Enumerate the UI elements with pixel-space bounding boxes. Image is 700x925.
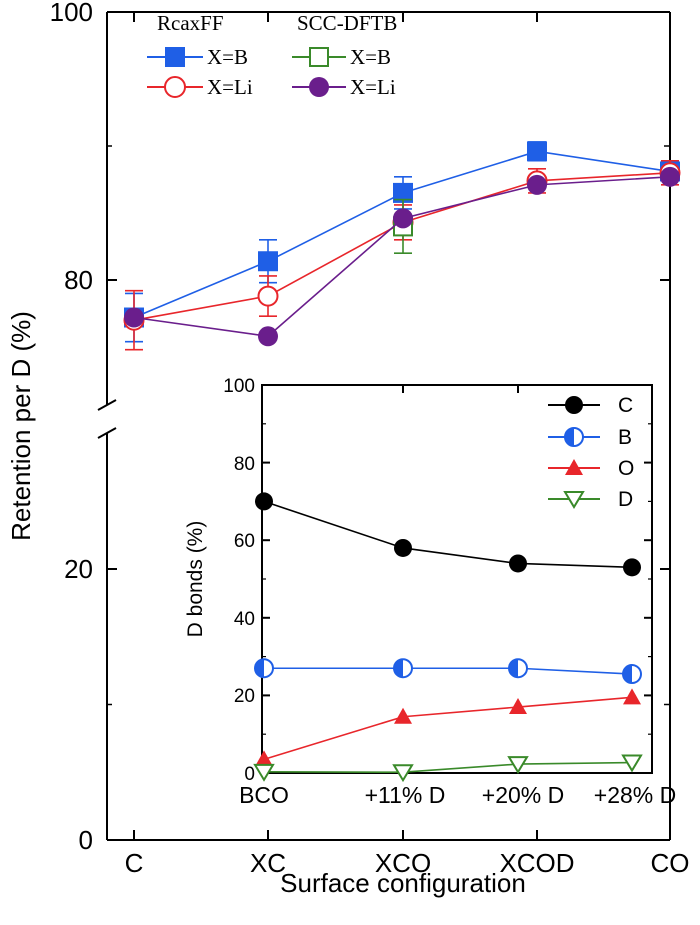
legend-marker-filled-circle bbox=[309, 77, 329, 97]
legend-group-scc-dftb: SCC-DFTB bbox=[297, 11, 397, 35]
inset-marker-b-fill bbox=[255, 659, 264, 678]
inset-legend-label-b: B bbox=[618, 426, 632, 449]
legend-entry-scc-x-b: X=B bbox=[292, 45, 391, 69]
inset-marker-d bbox=[621, 754, 643, 773]
legend-label-scc-x-li: X=Li bbox=[350, 75, 396, 99]
inset-x-tick-label-20-d: +20% D bbox=[482, 782, 564, 808]
main-x-tick-labels: C XC XCO XCOD CO bbox=[125, 848, 690, 878]
inset-marker-b-fill bbox=[623, 665, 632, 684]
y-tick-label-20: 20 bbox=[64, 554, 93, 584]
inset-legend-label-d: D bbox=[618, 488, 633, 511]
inset-x-tick-label-bco: BCO bbox=[239, 782, 289, 808]
x-tick-label-co: CO bbox=[651, 848, 690, 878]
main-legend: RcaxFF SCC-DFTB X=B X=Li X=B X=Li bbox=[147, 11, 397, 99]
inset-series-line-d bbox=[263, 761, 633, 774]
marker-scc-dftb-x-li bbox=[124, 307, 144, 328]
legend-marker-filled-square bbox=[165, 47, 185, 67]
inset-legend-marker-filled-triangle bbox=[565, 459, 583, 475]
main-ticks bbox=[107, 11, 671, 841]
inset-legend-label-o: O bbox=[618, 457, 634, 480]
main-series-group bbox=[123, 141, 681, 351]
marker-rcaxff-x-b bbox=[258, 251, 278, 272]
marker-rcaxff-x-b bbox=[527, 141, 547, 162]
inset-y-tick-label-40: 40 bbox=[234, 609, 255, 630]
marker-scc-dftb-x-li bbox=[393, 208, 413, 229]
main-axes bbox=[97, 11, 671, 841]
legend-marker-open-circle bbox=[164, 76, 186, 98]
inset-marker-b bbox=[393, 658, 413, 679]
x-axis-title: Surface configuration bbox=[280, 868, 526, 898]
inset-marker-o bbox=[255, 750, 273, 767]
inset-legend-entry-b: B bbox=[548, 426, 632, 449]
y-tick-label-80: 80 bbox=[64, 265, 93, 295]
inset-x-tick-label-11-d: +11% D bbox=[365, 782, 446, 808]
legend-entry-rcaxff-x-b: X=B bbox=[147, 45, 248, 69]
inset-marker-c bbox=[623, 558, 641, 577]
inset-marker-b bbox=[508, 658, 528, 679]
inset-marker-d bbox=[253, 763, 275, 782]
inset-y-tick-label-20: 20 bbox=[234, 686, 255, 707]
marker-scc-dftb-x-li bbox=[527, 174, 547, 195]
inset-y-tick-label-100: 100 bbox=[223, 376, 255, 397]
marker-rcaxff-x-li bbox=[257, 285, 279, 307]
inset-marker-b bbox=[254, 658, 274, 679]
legend-entry-scc-x-li: X=Li bbox=[292, 75, 396, 99]
inset-y-tick-label-60: 60 bbox=[234, 531, 255, 552]
inset-legend-label-c: C bbox=[618, 394, 633, 417]
marker-scc-dftb-x-li bbox=[258, 326, 278, 347]
inset-y-tick-label-80: 80 bbox=[234, 454, 255, 475]
inset-series-line-b bbox=[264, 667, 633, 675]
inset-marker-b-fill bbox=[394, 659, 403, 678]
marker-rcaxff-x-b bbox=[393, 182, 413, 203]
inset-legend-entry-o: O bbox=[548, 457, 634, 480]
inset-marker-d bbox=[392, 764, 414, 783]
inset-y-tick-label-0: 0 bbox=[244, 764, 255, 785]
inset-marker-b bbox=[622, 664, 642, 685]
inset-chart: 0 20 40 60 80 100 BCO +11% D +20% D +28% D … bbox=[184, 376, 676, 808]
inset-series-line-c bbox=[263, 500, 633, 569]
legend-label-rcaxff-x-b: X=B bbox=[207, 45, 248, 69]
inset-series-line-o bbox=[263, 696, 633, 761]
inset-marker-c bbox=[509, 554, 527, 573]
inset-x-tick-labels: BCO +11% D +20% D +28% D bbox=[239, 782, 676, 808]
legend-group-rcaxff: RcaxFF bbox=[157, 11, 224, 35]
axis-break-mark-lower bbox=[97, 427, 117, 439]
x-tick-label-xcod: XCOD bbox=[499, 848, 574, 878]
inset-background bbox=[261, 384, 653, 774]
legend-label-scc-x-b: X=B bbox=[350, 45, 391, 69]
legend-marker-open-square bbox=[309, 47, 329, 67]
inset-marker-d bbox=[507, 756, 529, 775]
inset-legend-entry-c: C bbox=[548, 394, 633, 417]
inset-marker-o bbox=[623, 688, 641, 705]
x-tick-label-xco: XCO bbox=[375, 848, 431, 878]
inset-legend: C B O D bbox=[548, 394, 634, 511]
inset-legend-marker-filled-circle bbox=[565, 396, 583, 414]
legend-entry-rcaxff-x-li: X=Li bbox=[147, 75, 253, 99]
inset-x-tick-label-28-d: +28% D bbox=[594, 782, 676, 808]
inset-marker-o bbox=[509, 698, 527, 715]
inset-marker-b-fill bbox=[509, 659, 518, 678]
legend-label-rcaxff-x-li: X=Li bbox=[207, 75, 253, 99]
inset-legend-entry-d: D bbox=[548, 488, 633, 511]
y-tick-label-0: 0 bbox=[79, 825, 93, 855]
inset-marker-o bbox=[394, 707, 412, 724]
marker-scc-dftb-x-li bbox=[660, 166, 680, 187]
inset-series-group bbox=[253, 492, 643, 783]
inset-legend-marker-half-circle bbox=[564, 427, 584, 447]
inset-y-axis-title: D bonds (%) bbox=[184, 521, 207, 638]
inset-marker-c bbox=[394, 538, 412, 557]
x-tick-label-c: C bbox=[125, 848, 144, 878]
y-axis-title: Retention per D (%) bbox=[6, 311, 36, 541]
inset-marker-c bbox=[255, 492, 273, 511]
x-tick-label-xc: XC bbox=[250, 848, 286, 878]
axis-break-mark-upper bbox=[97, 399, 117, 411]
y-tick-label-100: 100 bbox=[50, 0, 93, 27]
inset-legend-marker-open-triangle bbox=[563, 491, 585, 509]
